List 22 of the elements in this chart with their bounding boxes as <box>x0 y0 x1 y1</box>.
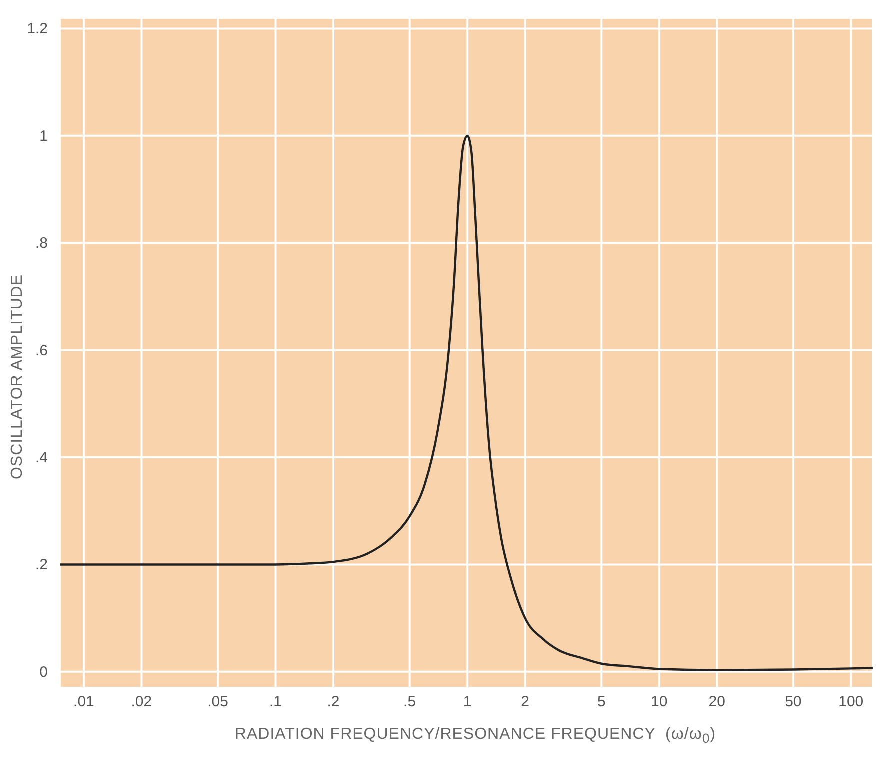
y-tick-label: .8 <box>35 235 48 252</box>
y-tick-label: 1 <box>40 128 48 145</box>
x-tick-label: 50 <box>785 694 802 711</box>
x-tick-label: 100 <box>838 694 864 711</box>
x-tick-label: 2 <box>521 694 530 711</box>
x-tick-label: .01 <box>74 694 94 711</box>
y-tick-label: .4 <box>35 450 48 467</box>
x-tick-label: 5 <box>597 694 606 711</box>
x-tick-label: .5 <box>404 694 416 711</box>
y-axis-title: OSCILLATOR AMPLITUDE <box>9 274 27 482</box>
x-tick-label: .2 <box>327 694 340 711</box>
x-tick-label: 10 <box>651 694 668 711</box>
y-tick-label: 0 <box>40 664 48 681</box>
x-tick-label: .1 <box>270 694 282 711</box>
x-tick-label: 20 <box>708 694 726 711</box>
x-tick-label: .02 <box>131 694 152 711</box>
x-axis-title: RADIATION FREQUENCY/RESONANCE FREQUENCY (ω/ω$_{0}$) <box>234 726 718 746</box>
y-tick-label: 1.2 <box>27 20 48 38</box>
y-tick-label: .2 <box>35 556 48 574</box>
y-tick-label: .6 <box>35 342 48 360</box>
x-tick-label: 1 <box>463 694 472 711</box>
x-tick-label: .05 <box>208 694 228 711</box>
